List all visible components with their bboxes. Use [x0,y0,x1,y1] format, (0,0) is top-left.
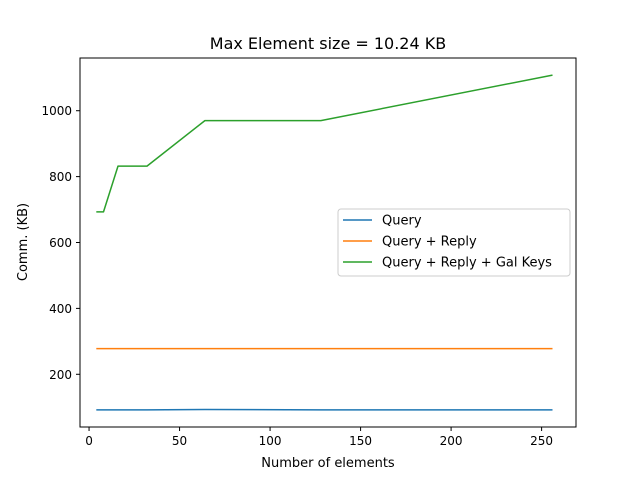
x-tick-label: 150 [349,434,372,448]
series-line-3 [96,74,553,213]
legend-label: Query + Reply + Gal Keys [382,256,552,271]
y-tick-label: 800 [49,170,72,184]
x-axis-label: Number of elements [261,456,395,471]
x-tick-label: 0 [85,434,93,448]
x-tick-label: 50 [172,434,187,448]
axis-ticks: 0 50 100 150 200 250 200 400 600 800 1000 [41,104,553,448]
y-axis-label: Comm. (KB) [16,203,31,281]
series-lines [96,74,553,411]
legend-label: Query [382,214,422,229]
x-tick-label: 250 [530,434,553,448]
legend-box [337,208,571,277]
legend: Query Query + Reply Query + Reply + Gal Ke… [337,208,571,277]
y-tick-label: 200 [49,368,72,382]
x-tick-label: 100 [259,434,282,448]
y-tick-label: 1000 [41,104,72,118]
y-tick-label: 600 [49,236,72,250]
x-tick-label: 200 [440,434,463,448]
plot-frame [79,57,577,428]
legend-label: Query + Reply [382,235,477,250]
chart-title: Max Element size = 10.24 KB [210,34,446,53]
y-tick-label: 400 [49,302,72,316]
